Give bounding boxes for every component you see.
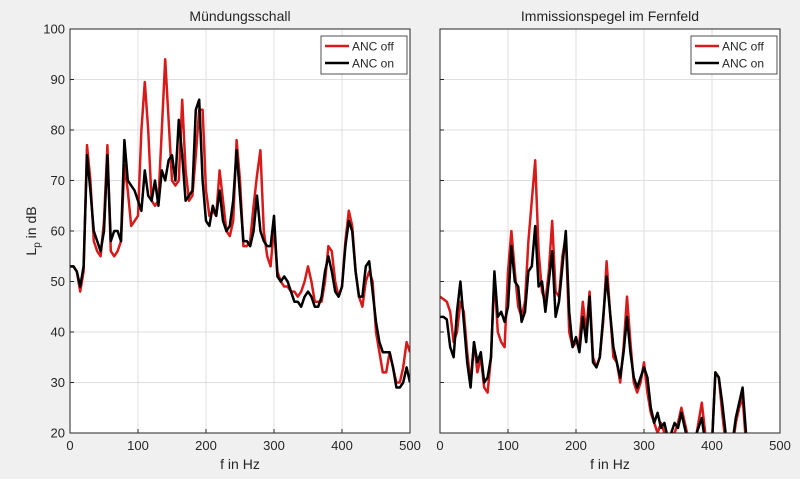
y-axis-label: Lp in dB xyxy=(23,206,43,255)
legend: ANC off ANC on xyxy=(320,35,408,75)
x-tick-label: 100 xyxy=(497,438,519,453)
y-axis-label-part: p xyxy=(32,242,43,248)
x-tick-label: 300 xyxy=(263,438,285,453)
axes-box xyxy=(439,28,781,434)
chart-title: Immissionspegel im Fernfeld xyxy=(521,8,699,24)
x-tick-label: 0 xyxy=(436,438,443,453)
x-tick-label: 500 xyxy=(399,438,421,453)
x-tick-label: 0 xyxy=(66,438,73,453)
x-tick-label: 100 xyxy=(127,438,149,453)
chart-title: Mündungsschall xyxy=(189,8,290,24)
y-tick-label: 20 xyxy=(51,426,65,441)
y-tick-label: 50 xyxy=(51,274,65,289)
legend-label: ANC off xyxy=(352,40,394,54)
x-axis-label: f in Hz xyxy=(590,456,630,472)
legend-box xyxy=(690,35,778,75)
legend-box xyxy=(320,35,408,75)
legend-label: ANC on xyxy=(722,57,764,71)
x-axis-label: f in Hz xyxy=(220,456,260,472)
series-line xyxy=(70,98,410,389)
y-axis-label-part: L xyxy=(23,248,39,256)
axes: 20 30 40 50 60 70 80 90 100 0 100 200 300 400 500 Mündu… xyxy=(23,8,421,472)
x-tick-label: 300 xyxy=(633,438,655,453)
legend-label: ANC off xyxy=(722,40,764,54)
y-tick-label: 70 xyxy=(51,173,65,188)
x-tick-label: 400 xyxy=(701,438,723,453)
x-tick-label: 400 xyxy=(331,438,353,453)
axes: 0 100 200 300 400 500 Immissionspegel im Fernf… xyxy=(436,8,790,472)
x-tick-label: 500 xyxy=(769,438,791,453)
axes-box xyxy=(69,28,411,434)
legend-label: ANC on xyxy=(352,57,394,71)
y-tick-label: 40 xyxy=(51,325,65,340)
y-axis-label-part: in dB xyxy=(23,206,39,242)
legend: ANC off ANC on xyxy=(690,35,778,75)
y-tick-label: 90 xyxy=(51,72,65,87)
x-tick-label: 200 xyxy=(195,438,217,453)
y-tick-label: 60 xyxy=(51,224,65,239)
y-tick-label: 100 xyxy=(43,22,65,37)
series-line xyxy=(440,224,748,433)
x-tick-label: 200 xyxy=(565,438,587,453)
y-tick-label: 30 xyxy=(51,375,65,390)
y-tick-label: 80 xyxy=(51,123,65,138)
